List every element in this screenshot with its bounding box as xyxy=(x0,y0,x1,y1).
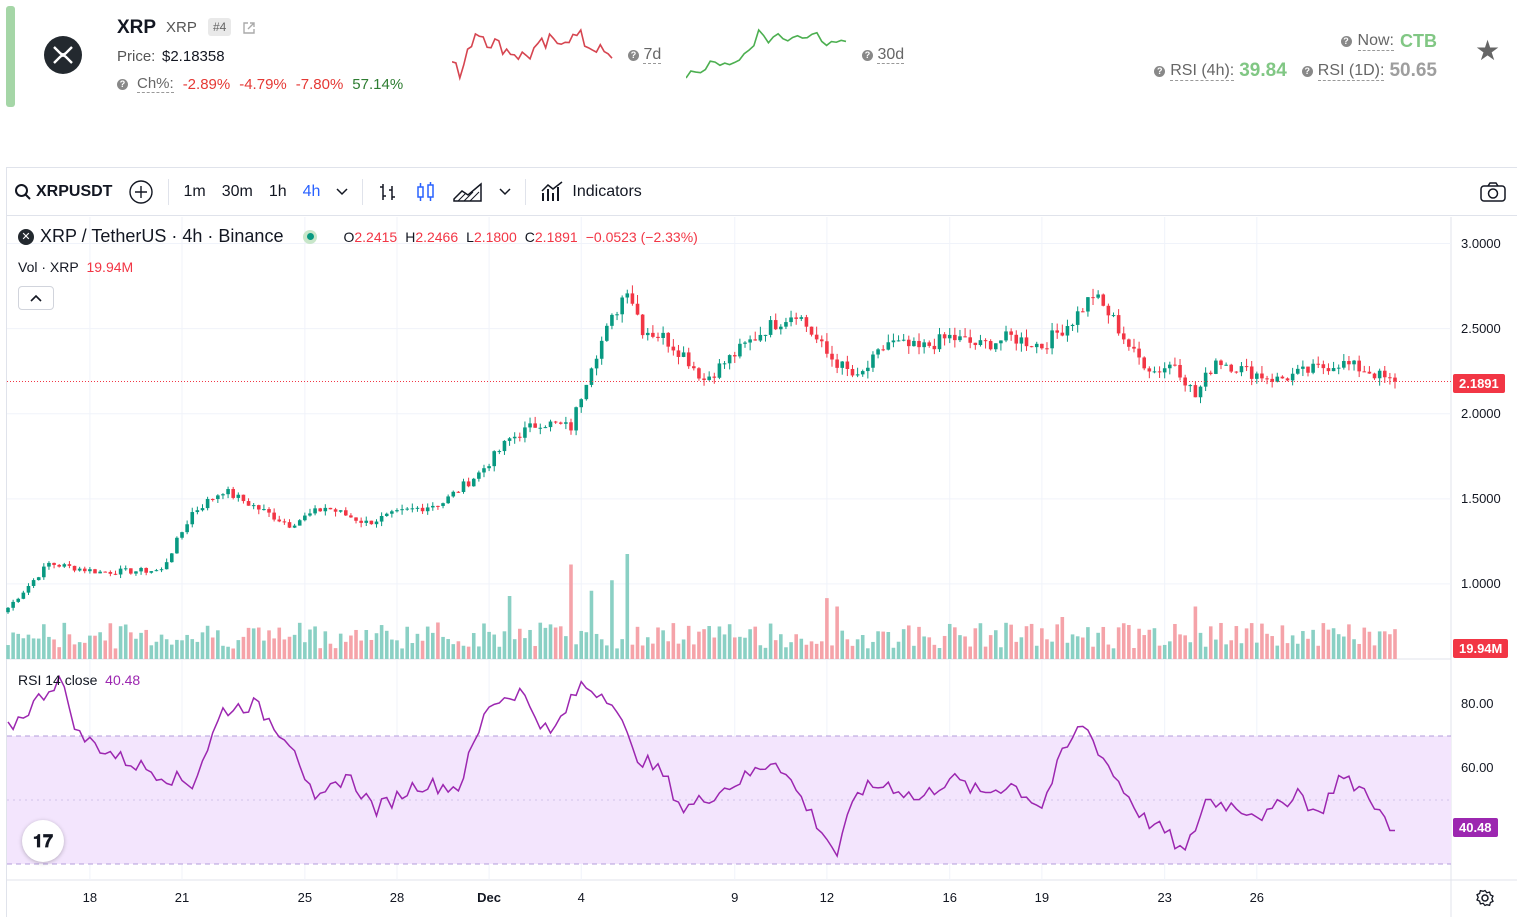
timeframe-dropdown[interactable] xyxy=(328,176,356,208)
time-tick: 19 xyxy=(1034,890,1050,905)
chevron-down-icon xyxy=(336,187,348,195)
rsi-4h-label: RSI (4h): xyxy=(1170,61,1235,81)
change-value-0: -2.89% xyxy=(182,75,231,93)
help-icon: ? xyxy=(1154,65,1166,77)
timeframe-1m[interactable]: 1m xyxy=(183,182,206,200)
volume-tag: 19.94M xyxy=(1453,639,1509,658)
price-change: −0.0523 (−2.33%) xyxy=(585,228,698,245)
now-label: Now: xyxy=(1357,32,1394,51)
rsi-tick: 80.00 xyxy=(1461,696,1494,711)
help-icon: ? xyxy=(1340,36,1352,47)
chart-legend: ✕ XRP / TetherUS · 4h · Binance O2.2415 … xyxy=(18,226,698,247)
ohlc-values: O2.2415 H2.2466 L2.1800 C2.1891 −0.0523 … xyxy=(343,228,698,245)
symbol-search[interactable]: XRPUSDT xyxy=(6,176,120,208)
timeframe-group: 1m 30m 1h 4h xyxy=(175,176,328,208)
price-tick: 2.0000 xyxy=(1461,405,1501,421)
price-tick: 2.5000 xyxy=(1461,320,1501,336)
bars-icon xyxy=(380,183,396,200)
help-icon: ? xyxy=(862,50,873,61)
search-icon xyxy=(15,183,31,200)
snapshot-button[interactable] xyxy=(1471,176,1515,208)
tradingview-logo-icon[interactable]: 𝟏𝟕 xyxy=(22,820,64,862)
rsi-4h-value: 39.84 xyxy=(1239,60,1287,81)
chart-toolbar: XRPUSDT 1m 30m 1h 4h Indicators xyxy=(6,168,1517,216)
compare-add-button[interactable] xyxy=(120,176,162,208)
rsi-tick: 60.00 xyxy=(1461,760,1494,775)
time-tick: 25 xyxy=(297,890,313,905)
rsi-summary: ? RSI (4h): 39.84 ? RSI (1D): 50.65 xyxy=(1154,60,1437,82)
coin-header: XRP XRP #4 Price: $2.18358 ? Ch%: -2.89%… xyxy=(0,0,1517,112)
sparkline-7d xyxy=(452,28,613,81)
rsi-tag: 40.48 xyxy=(1453,818,1498,837)
time-tick: 28 xyxy=(389,890,405,905)
indicators-button[interactable]: Indicators xyxy=(532,176,649,208)
chevron-down-icon xyxy=(499,187,511,195)
rsi-1d-label: RSI (1D): xyxy=(1317,61,1385,81)
time-tick: Dec xyxy=(477,890,502,905)
now-status: ? Now: CTB xyxy=(1340,31,1437,52)
time-tick: 9 xyxy=(731,890,739,905)
header-accent-bar xyxy=(6,6,15,107)
rank-badge: #4 xyxy=(208,18,232,36)
price-value: $2.18358 xyxy=(162,48,225,65)
rsi-legend: RSI 14 close 40.48 xyxy=(18,672,141,688)
price-tick: 1.0000 xyxy=(1461,575,1501,591)
help-icon[interactable]: ? xyxy=(117,78,128,90)
time-tick: 18 xyxy=(82,890,98,905)
volume-legend: Vol · XRP 19.94M xyxy=(18,259,134,275)
plus-circle-icon xyxy=(129,179,154,204)
coin-ticker: XRP xyxy=(166,19,197,36)
indicators-icon xyxy=(541,180,563,201)
time-tick: 26 xyxy=(1249,890,1265,905)
xrp-logo-icon xyxy=(44,36,82,74)
sparkline-30d xyxy=(686,28,847,79)
price-tick: 1.5000 xyxy=(1461,490,1501,506)
indicators-label: Indicators xyxy=(572,182,642,200)
area-style-button[interactable] xyxy=(445,176,491,208)
time-tick: 16 xyxy=(942,890,957,905)
change-row: ? Ch%: -2.89% -4.79% -7.80% 57.14% xyxy=(117,75,403,93)
now-value: CTB xyxy=(1400,31,1437,51)
candles-icon xyxy=(417,181,435,201)
time-tick: 4 xyxy=(577,890,585,905)
collapse-legend-button[interactable] xyxy=(18,286,54,310)
change-value-3: 57.14% xyxy=(352,75,404,93)
sparkline-7d-label[interactable]: ? 7d xyxy=(628,46,662,64)
help-icon: ? xyxy=(628,50,639,61)
bars-style-button[interactable] xyxy=(369,176,407,208)
change-label[interactable]: Ch%: xyxy=(137,75,174,93)
timeframe-1h[interactable]: 1h xyxy=(268,182,287,200)
price-tick: 3.0000 xyxy=(1461,235,1501,251)
change-value-1: -4.79% xyxy=(239,75,287,93)
change-values: -2.89% -4.79% -7.80% 57.14% xyxy=(183,76,403,93)
camera-icon xyxy=(1480,181,1506,202)
time-tick: 21 xyxy=(174,890,190,905)
favorite-star-icon[interactable]: ★ xyxy=(1475,35,1501,66)
timeframe-4h[interactable]: 4h xyxy=(302,182,321,200)
timeframe-30m[interactable]: 30m xyxy=(221,182,253,200)
xrp-small-icon: ✕ xyxy=(18,228,34,245)
chevron-up-icon xyxy=(30,294,42,302)
change-value-2: -7.80% xyxy=(295,75,344,93)
sparkline-30d-label[interactable]: ? 30d xyxy=(862,46,905,64)
candles-style-button[interactable] xyxy=(407,176,445,208)
market-status-icon xyxy=(303,229,318,244)
external-link-icon[interactable] xyxy=(242,21,256,40)
price-label: Price: xyxy=(117,48,156,65)
current-price-tag: 2.1891 xyxy=(1453,374,1505,393)
symbol-title: XRP / TetherUS · 4h · Binance xyxy=(40,226,284,246)
chart-widget xyxy=(6,167,1517,917)
time-tick: 23 xyxy=(1157,890,1172,905)
rsi-1d-value: 50.65 xyxy=(1389,60,1437,81)
coin-name: XRP xyxy=(117,17,157,38)
chart-style-dropdown[interactable] xyxy=(491,176,519,208)
help-icon: ? xyxy=(1301,65,1313,77)
symbol-label: XRPUSDT xyxy=(36,182,113,200)
time-tick: 12 xyxy=(819,890,835,905)
area-chart-icon xyxy=(453,181,483,202)
settings-gear-icon[interactable] xyxy=(1476,889,1494,912)
